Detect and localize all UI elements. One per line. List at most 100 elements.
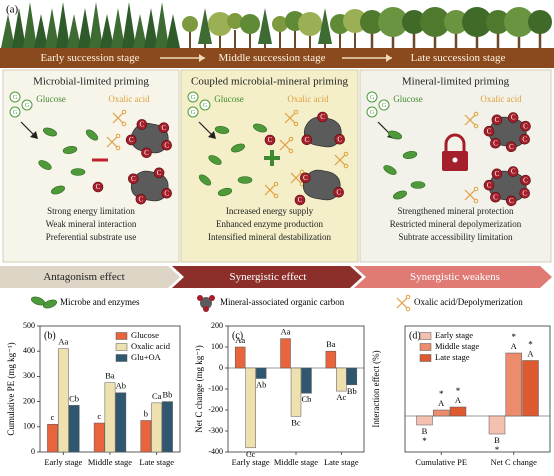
oxalic-icon xyxy=(284,112,296,124)
glucose-symbol: G xyxy=(191,95,196,101)
y-axis-label: Net C change (mg kg⁻¹) xyxy=(194,345,204,432)
carbon-icon xyxy=(483,179,495,191)
significance-star: * xyxy=(528,340,533,350)
stage-label: Late succession stage xyxy=(411,52,506,64)
glucose-symbol: G xyxy=(13,95,18,101)
tree xyxy=(78,8,92,48)
panel-note: Subtrate accessibility limitation xyxy=(399,232,513,242)
y-tick-label: 200 xyxy=(211,321,223,330)
legend-carbon xyxy=(209,295,215,301)
arrow-head xyxy=(30,131,38,139)
glucose-symbol: G xyxy=(203,103,208,109)
microbe xyxy=(393,190,407,200)
effect-arrow xyxy=(0,266,180,288)
carbon-symbol: C xyxy=(511,114,516,122)
oxalic-icon xyxy=(396,297,408,309)
lock-shackle xyxy=(444,133,466,152)
panel-title: Mineral-limited priming xyxy=(402,76,510,88)
significance-letter: B xyxy=(422,426,428,436)
tree xyxy=(1,14,15,48)
carbon-symbol: C xyxy=(161,124,166,132)
carbon-symbol: C xyxy=(523,176,528,184)
tree xyxy=(45,8,59,48)
carbon-symbol: C xyxy=(320,113,325,121)
stage-arrow-head xyxy=(199,54,205,62)
carbon-symbol: C xyxy=(268,136,273,144)
significance-star: * xyxy=(495,445,500,455)
tree xyxy=(486,10,510,34)
x-tick-label: Middle stage xyxy=(274,457,318,467)
bar xyxy=(57,348,69,453)
carbon-icon xyxy=(161,139,172,151)
oxalic-icon xyxy=(273,193,279,199)
legend-carbon xyxy=(203,306,209,312)
carbon-symbol: C xyxy=(164,189,169,197)
glucose-icon xyxy=(187,91,199,103)
tree xyxy=(23,2,37,48)
x-tick-label: Early stage xyxy=(44,457,82,467)
carbon-symbol: C xyxy=(493,139,498,147)
significance-letter: Bb xyxy=(162,390,172,400)
glucose-icon xyxy=(378,99,390,111)
oxalic-icon xyxy=(121,109,127,115)
microbe xyxy=(214,126,230,134)
oxalic-icon xyxy=(279,139,291,151)
glucose-icon xyxy=(366,106,378,118)
y-tick-label: -100 xyxy=(208,384,223,393)
carbon-symbol: C xyxy=(304,136,309,144)
bar xyxy=(115,392,127,453)
bar xyxy=(416,415,433,426)
microbe xyxy=(70,168,86,176)
significance-letter: c xyxy=(97,411,101,421)
y-tick-label: -400 xyxy=(208,447,223,456)
carbon-symbol: C xyxy=(140,121,145,129)
carbon-symbol: C xyxy=(164,141,169,149)
tree xyxy=(258,8,272,44)
significance-letter: A xyxy=(511,341,518,351)
carbon-icon xyxy=(519,133,530,145)
x-tick-label: Late stage xyxy=(139,457,174,467)
y-tick-label: 100 xyxy=(211,342,223,351)
chart-panel-label: (b) xyxy=(44,330,56,341)
tree xyxy=(528,10,552,34)
carbon-symbol: C xyxy=(96,183,101,191)
glucose-icon xyxy=(199,99,211,111)
y-tick-label: 0 xyxy=(31,447,35,456)
arrow xyxy=(198,121,214,137)
panel-note: Preferential substrate use xyxy=(46,232,136,242)
oxalic-icon xyxy=(288,148,294,154)
oxalic-icon xyxy=(473,198,479,204)
oxalic-icon xyxy=(115,133,121,139)
legend-swatch xyxy=(419,332,432,340)
tree xyxy=(89,2,103,48)
tree xyxy=(144,8,158,48)
bar xyxy=(280,338,291,369)
carbon-symbol: C xyxy=(495,116,500,124)
oxalic-icon xyxy=(464,114,476,126)
microbe xyxy=(253,123,267,133)
lock-hole xyxy=(452,157,458,163)
panel-note: Intensified mineral destabilization xyxy=(208,232,331,242)
bar xyxy=(488,415,506,435)
bar xyxy=(68,405,80,453)
oxalic-icon xyxy=(293,121,299,127)
bar xyxy=(93,422,105,453)
carbon-icon xyxy=(334,133,345,145)
oxalic-icon xyxy=(464,189,476,201)
carbon-icon xyxy=(491,168,503,180)
tree xyxy=(111,8,125,48)
bar xyxy=(140,420,152,453)
bar xyxy=(255,367,267,379)
carbon-icon xyxy=(300,172,311,184)
panel xyxy=(2,69,180,263)
carbon-icon xyxy=(161,187,172,199)
significance-letter: Cb xyxy=(302,394,312,404)
microbe xyxy=(410,181,426,189)
bar xyxy=(245,367,256,449)
glucose-icon xyxy=(187,106,199,118)
significance-star: * xyxy=(439,389,444,399)
significance-letter: Cc xyxy=(246,449,256,459)
significance-letter: Ab xyxy=(116,381,126,391)
carbon-icon xyxy=(136,119,148,130)
carbon-icon xyxy=(128,173,139,185)
